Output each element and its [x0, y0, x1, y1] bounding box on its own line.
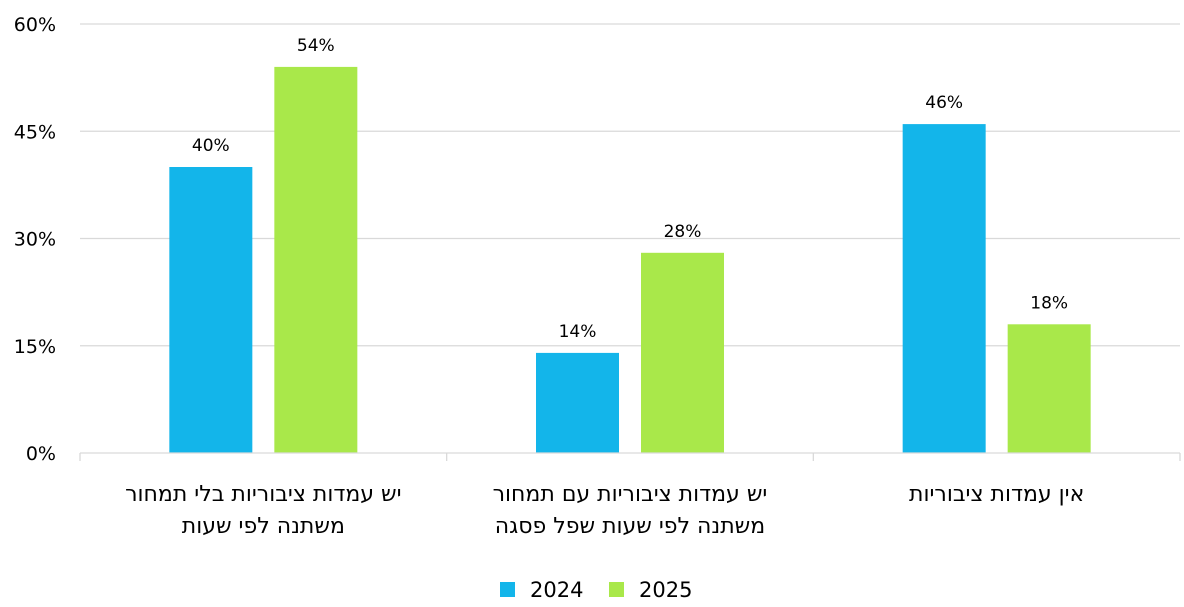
data-label: 28%	[664, 222, 702, 242]
bars	[169, 66, 1091, 454]
bar-2024	[902, 124, 986, 453]
x-axis	[79, 452, 1181, 461]
legend-label: 2024	[530, 578, 583, 602]
bar-2025	[274, 66, 358, 454]
category-label: משתנה לפי שעות שפל פסגה	[495, 514, 765, 539]
y-tick-label: 0%	[26, 443, 56, 465]
legend-swatch-2025	[609, 582, 624, 597]
y-tick-label: 30%	[14, 229, 56, 251]
data-label: 40%	[192, 136, 230, 156]
category-label: יש עמדות ציבוריות בלי תמחור	[125, 482, 401, 507]
category-label: משתנה לפי שעות	[182, 514, 345, 539]
bar-2024	[536, 352, 619, 453]
data-label: 18%	[1030, 293, 1068, 313]
category-label: אין עמדות ציבוריות	[909, 482, 1084, 507]
data-labels: 40% 54% 14% 28% 46% 18%	[192, 36, 1068, 342]
y-tick-label: 45%	[14, 121, 56, 143]
gridlines	[80, 23, 1180, 347]
data-label: 14%	[559, 322, 597, 342]
data-label: 46%	[925, 93, 963, 113]
legend-swatch-2024	[500, 582, 515, 597]
bar-2025	[1007, 324, 1091, 453]
bar-2025	[641, 252, 724, 453]
legend: 2024 2025	[500, 578, 692, 602]
category-label: יש עמדות ציבוריות עם תמחור	[493, 482, 768, 507]
y-tick-label: 60%	[14, 14, 56, 36]
y-tick-label: 15%	[14, 336, 56, 358]
data-label: 54%	[297, 36, 335, 56]
category-labels: יש עמדות ציבוריות בלי תמחור משתנה לפי שעו…	[125, 482, 1084, 539]
y-axis-tick-labels: 0% 15% 30% 45% 60%	[14, 14, 56, 465]
bar-2024	[169, 167, 253, 453]
legend-label: 2025	[639, 578, 692, 602]
